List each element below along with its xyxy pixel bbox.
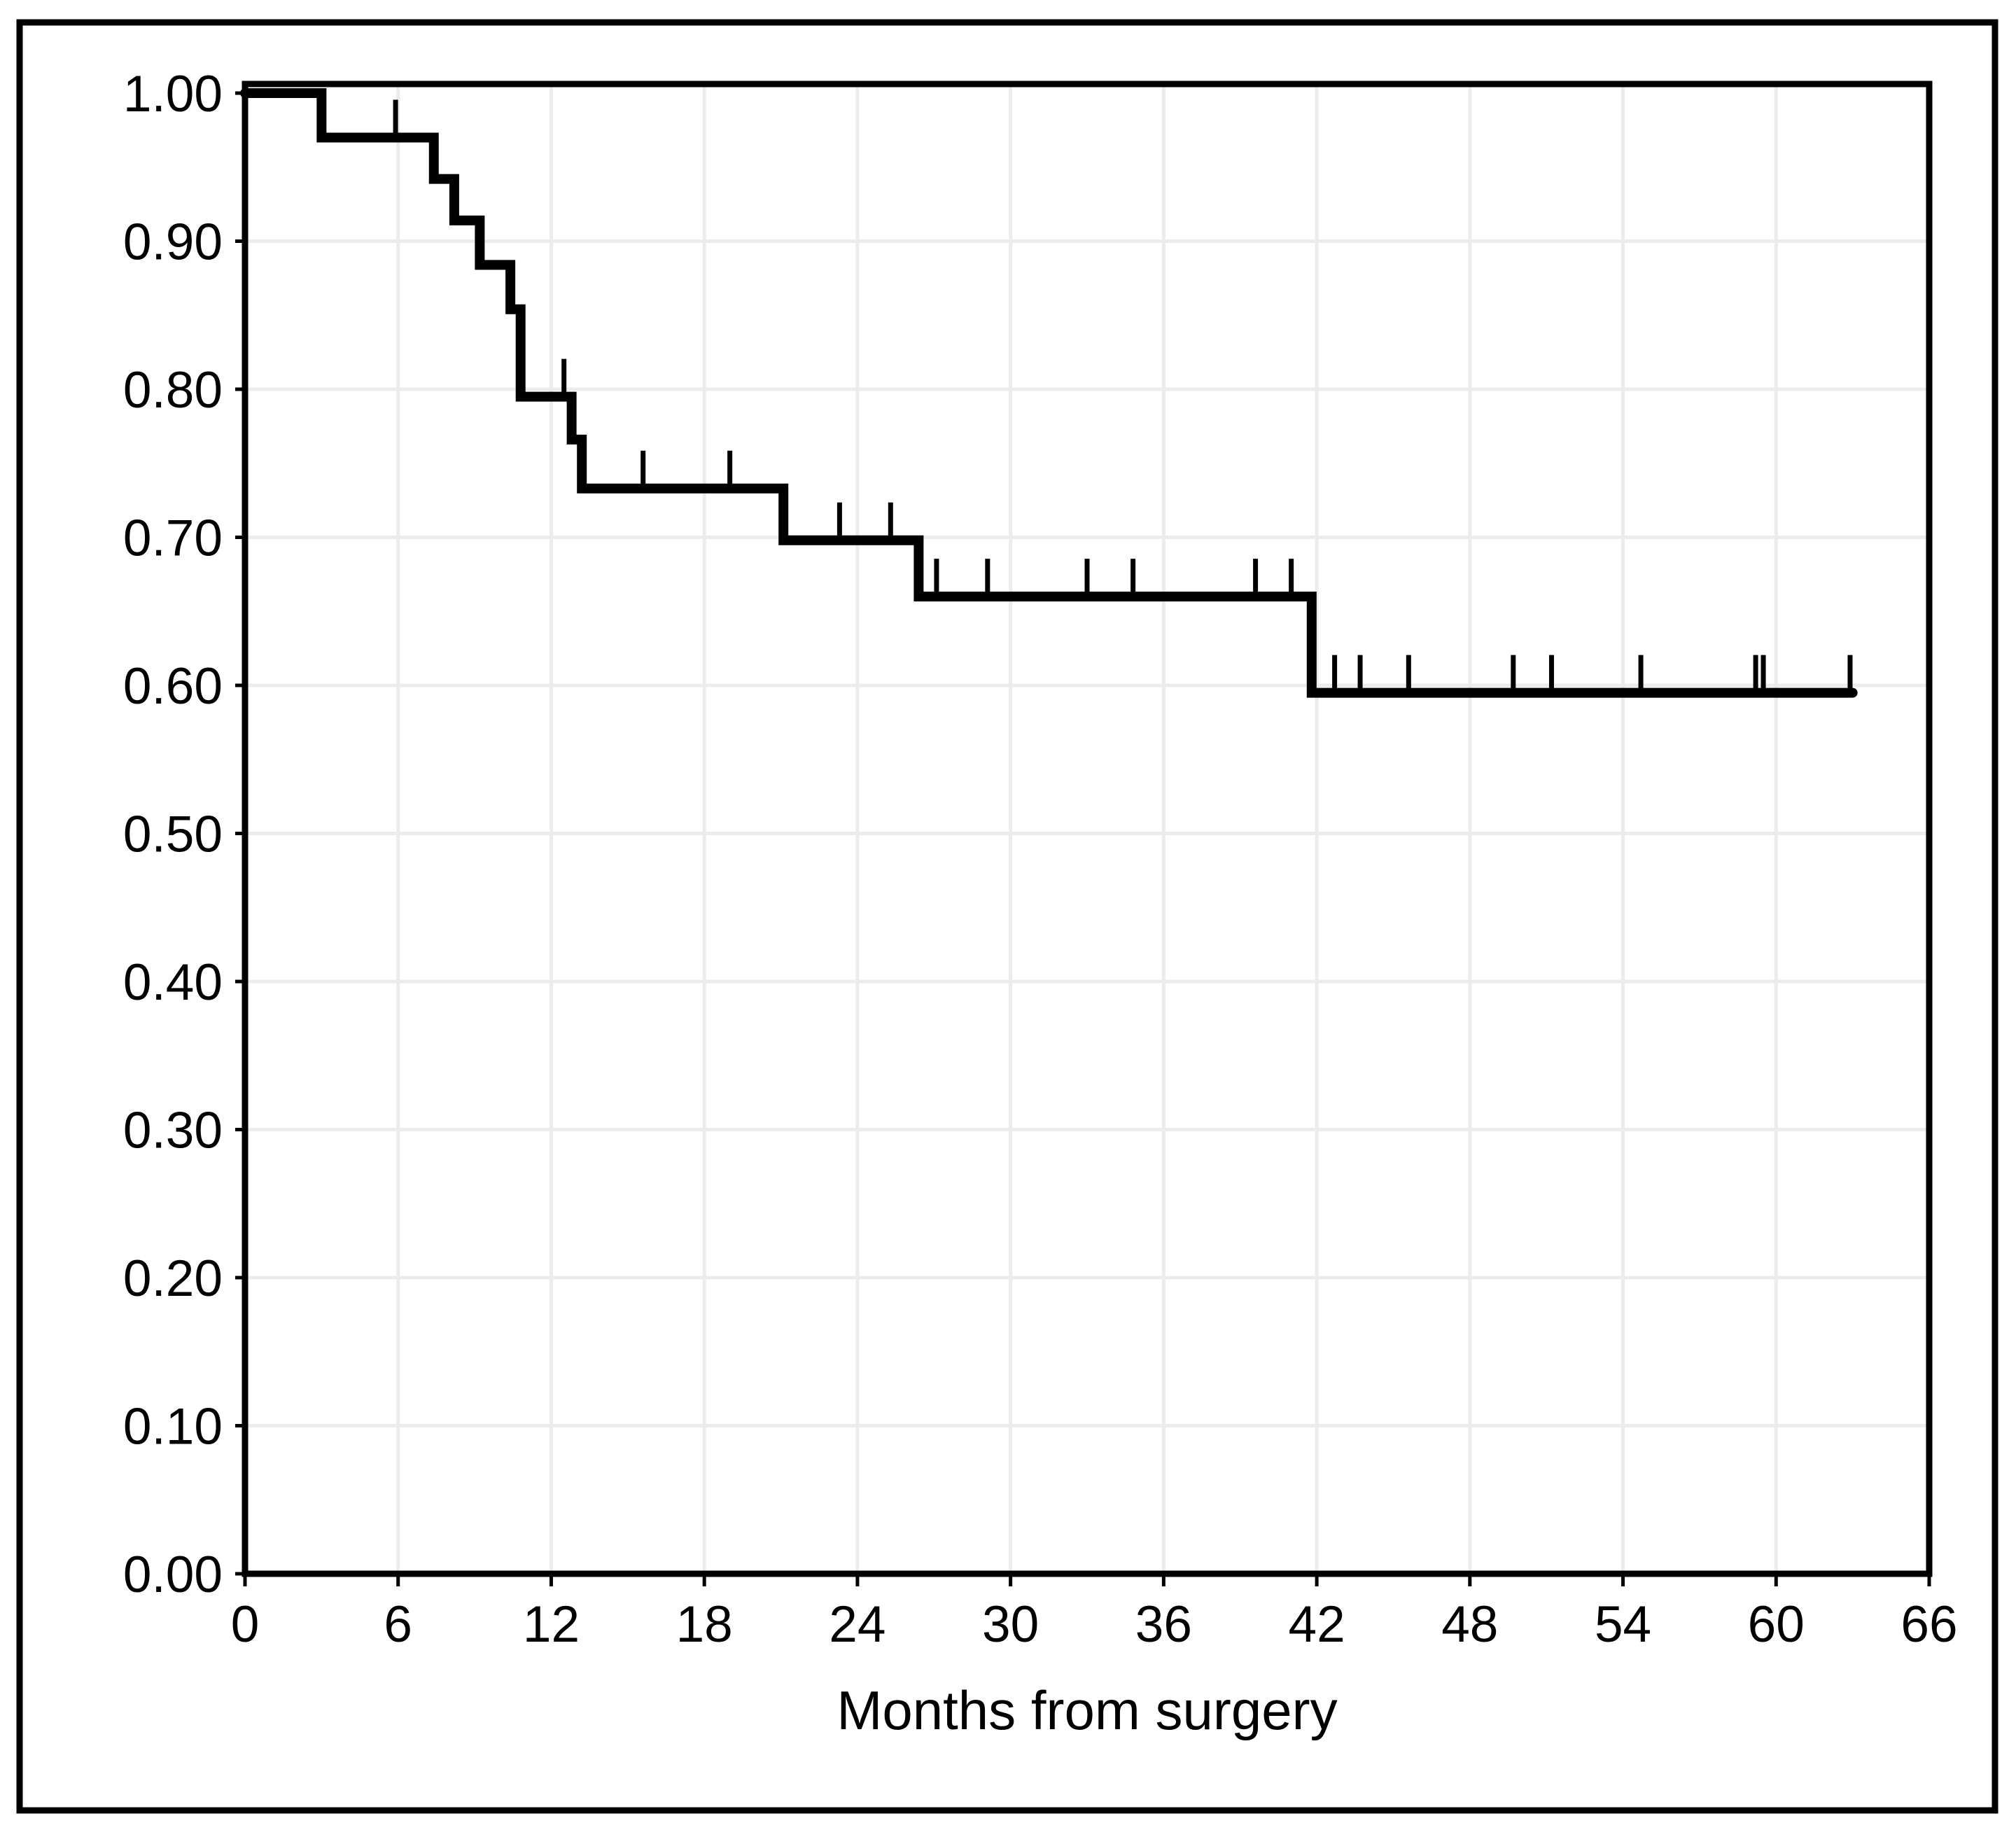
x-tick-label: 12 (523, 1596, 580, 1653)
y-tick-label: 1.00 (123, 66, 223, 123)
censor-marks-group (393, 99, 1853, 690)
x-axis-title: Months from surgery (836, 1679, 1337, 1741)
y-tick-label: 0.00 (123, 1546, 223, 1603)
y-tick-label: 0.60 (123, 658, 223, 715)
x-tick-label: 54 (1595, 1596, 1651, 1653)
y-tick-labels: 0.00 0.10 0.20 0.30 0.40 0.50 0.60 0.70 0.80 0.90… (123, 66, 223, 1603)
x-tick-label: 24 (829, 1596, 886, 1653)
x-tick-label: 36 (1135, 1596, 1192, 1653)
y-tick-label: 0.10 (123, 1399, 223, 1455)
km-step-curve (240, 88, 1858, 698)
x-tick-label: 60 (1748, 1596, 1805, 1653)
x-tick-labels: 0 6 12 18 24 30 36 42 48 54 60 66 (231, 1596, 1958, 1653)
y-tick-label: 0.50 (123, 806, 223, 863)
survival-curve-group (240, 88, 1858, 698)
x-tick-label: 42 (1288, 1596, 1345, 1653)
axis-ticks (235, 91, 1931, 1586)
y-tick-label: 0.90 (123, 214, 223, 271)
plot-panel (241, 81, 1933, 1577)
y-tick-label: 0.80 (123, 362, 223, 419)
plot-panel-border (241, 81, 1933, 1577)
y-tick-label: 0.70 (123, 510, 223, 567)
x-tick-label: 0 (231, 1596, 260, 1653)
x-tick-label: 18 (676, 1596, 733, 1653)
x-tick-label: 48 (1441, 1596, 1498, 1653)
y-tick-label: 0.40 (123, 954, 223, 1011)
x-tick-label: 6 (384, 1596, 412, 1653)
y-tick-label: 0.30 (123, 1103, 223, 1159)
figure-border (16, 19, 1998, 1814)
x-tick-label: 66 (1900, 1596, 1957, 1653)
x-tick-label: 30 (982, 1596, 1039, 1653)
gridlines (245, 84, 1931, 1574)
y-tick-label: 0.20 (123, 1250, 223, 1307)
